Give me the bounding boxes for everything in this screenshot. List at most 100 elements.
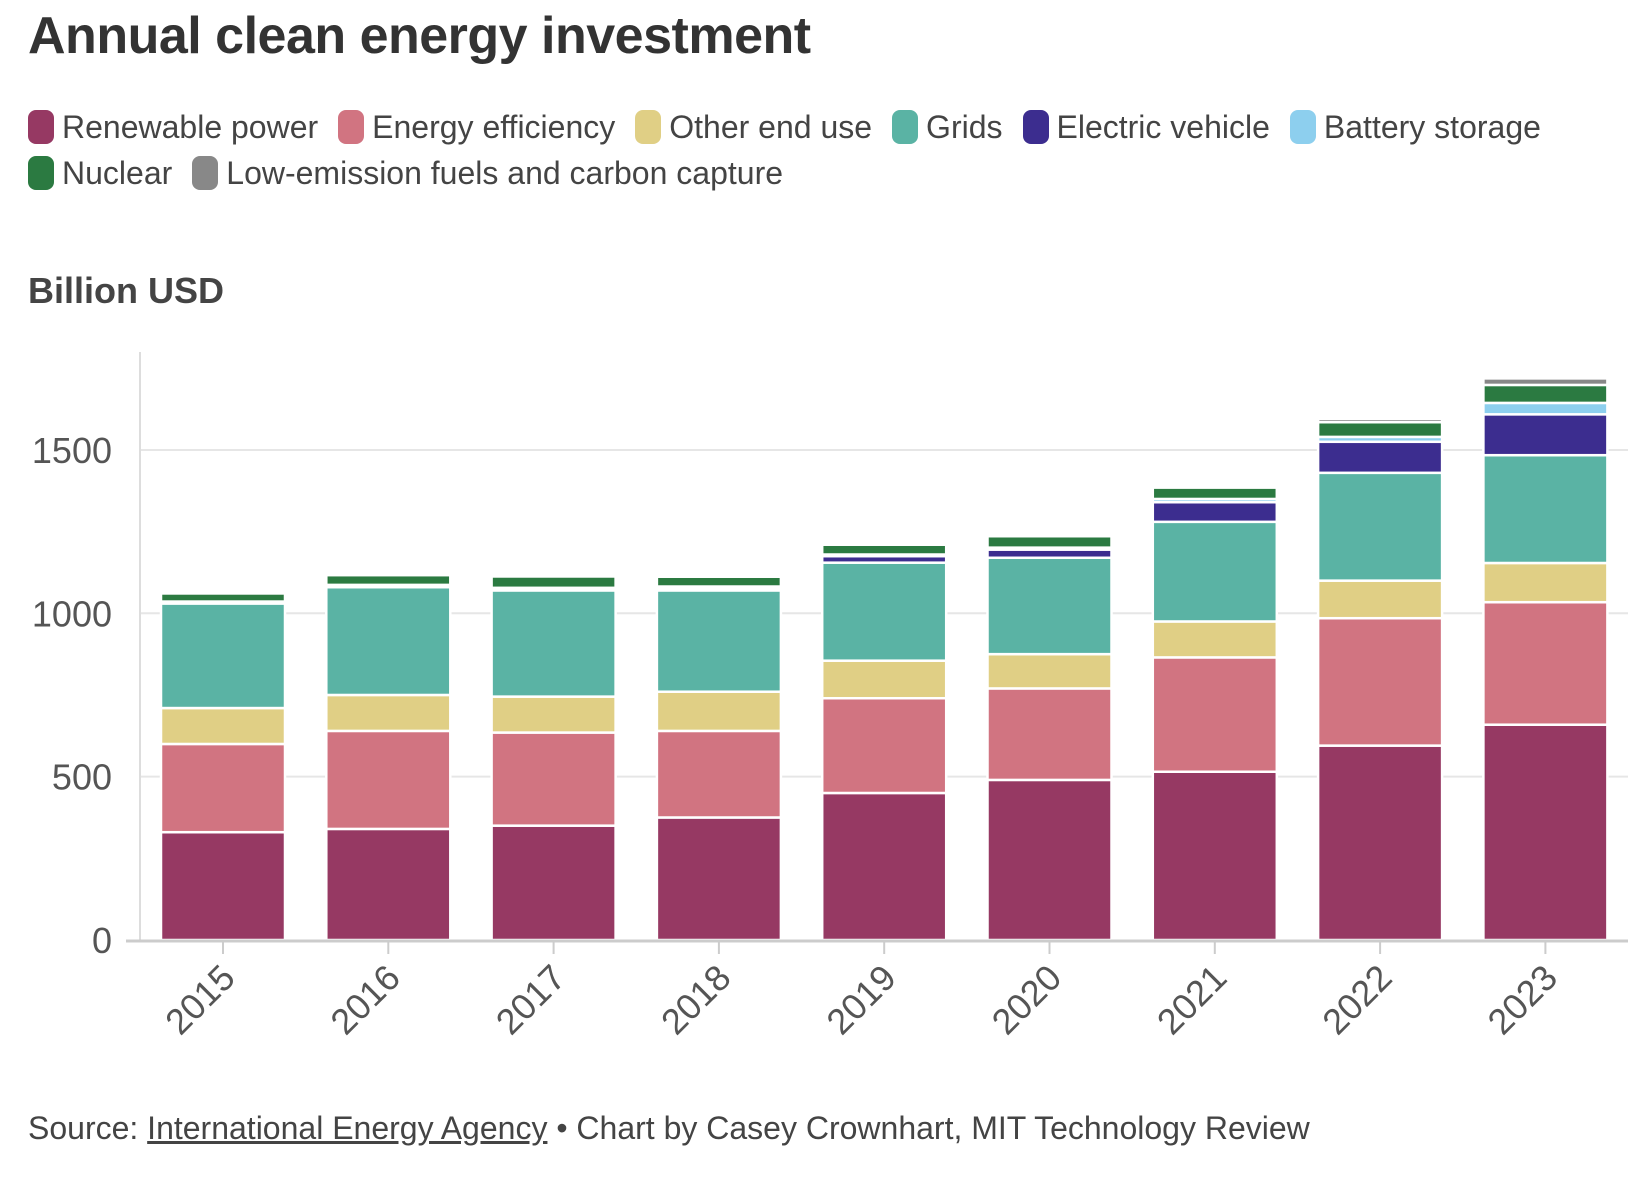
chart-title: Annual clean energy investment (28, 7, 811, 65)
bar-segment[interactable]: Grids 2015: 320 (159, 602, 287, 710)
bar-segment[interactable]: Energy efficiency 2015: 270 (159, 742, 287, 834)
legend-item-energy-efficiency[interactable]: Energy efficiency (338, 109, 615, 146)
bar-segment[interactable]: Low-emission fuels and carbon capture 20… (655, 573, 783, 578)
bar-segment[interactable]: Energy efficiency 2021: 350 (1151, 656, 1279, 773)
bar-segment[interactable]: Energy efficiency 2022: 390 (1316, 616, 1444, 747)
legend-item-other-end-use[interactable]: Other end use (635, 109, 872, 146)
bar-segment[interactable]: Grids 2019: 300 (820, 561, 948, 662)
bar-segment[interactable]: Energy efficiency 2023: 375 (1482, 600, 1609, 726)
bar-segment[interactable]: Low-emission fuels and carbon capture 20… (986, 533, 1113, 538)
legend-row-2: Nuclear Low-emission fuels and carbon ca… (28, 150, 1628, 196)
bar-segment[interactable]: Low-emission fuels and carbon capture 20… (325, 572, 452, 577)
bar-segment[interactable]: Other end use 2023: 120 (1482, 561, 1609, 604)
legend-item-nuclear[interactable]: Nuclear (28, 155, 172, 192)
bar-segment[interactable]: Nuclear 2022: 45 (1316, 420, 1444, 439)
legend-label: Electric vehicle (1056, 108, 1270, 145)
bar-segment[interactable]: Energy efficiency 2016: 300 (325, 729, 452, 831)
bar-segment[interactable]: Grids 2017: 325 (490, 589, 617, 698)
bar-segment[interactable]: Other end use 2020: 105 (986, 652, 1113, 690)
legend-item-battery-storage[interactable]: Battery storage (1289, 108, 1541, 146)
x-tick-label: 2017 (488, 957, 574, 1043)
bar-segment[interactable]: Nuclear 2016: 30 (325, 573, 452, 587)
source-prefix: Source: (28, 1110, 139, 1146)
bar-segment[interactable]: Grids 2022: 330 (1316, 471, 1444, 582)
bar-segment[interactable]: Renewable power 2017: 350 (490, 824, 617, 942)
legend-label: Battery storage (1323, 108, 1541, 145)
y-tick-label: 1000 (32, 593, 112, 634)
x-tick-label: 2018 (653, 957, 739, 1043)
legend-swatch (1022, 110, 1049, 144)
bar-segment[interactable]: Low-emission fuels and carbon capture 20… (1482, 377, 1609, 387)
bar-segment[interactable]: Renewable power 2023: 659 (1482, 723, 1609, 942)
legend-row-1: Renewable power Energy efficiency Other … (28, 104, 1628, 150)
bar-segment[interactable]: Other end use 2016: 110 (325, 693, 452, 733)
y-tick-label: 500 (52, 757, 112, 798)
bar-segment[interactable]: Other end use 2015: 110 (159, 706, 287, 746)
bar-segment[interactable]: Electric vehicle 2023: 125 (1482, 413, 1609, 457)
chart-legend: Renewable power Energy efficiency Other … (28, 104, 1628, 196)
x-tick-label: 2023 (1479, 957, 1565, 1043)
bar-segment[interactable]: Other end use 2021: 110 (1151, 620, 1279, 659)
bar-segment[interactable]: Low-emission fuels and carbon capture 20… (1316, 417, 1444, 424)
legend-swatch (338, 110, 365, 144)
bar-segment[interactable]: Nuclear 2019: 30 (820, 543, 948, 556)
legend-item-grids[interactable]: Grids (892, 108, 1003, 146)
bar-segment[interactable]: Other end use 2018: 120 (655, 690, 783, 733)
legend-swatch (1289, 110, 1316, 144)
bar-segment[interactable]: Renewable power 2018: 375 (655, 816, 783, 942)
legend-item-low-emission-fuels[interactable]: Low-emission fuels and carbon capture (192, 155, 783, 192)
bar-segment[interactable]: Low-emission fuels and carbon capture 20… (159, 590, 287, 595)
bar-segment[interactable]: Nuclear 2017: 35 (490, 575, 617, 590)
bar-segment[interactable]: Other end use 2017: 110 (490, 695, 617, 734)
legend-swatch (635, 110, 662, 144)
stacked-bar-chart: 050010001500Renewable power 2015: 330Ene… (32, 351, 1628, 1043)
bar-segment[interactable]: Electric vehicle 2022: 95 (1316, 440, 1444, 475)
bar-segment[interactable]: Renewable power 2016: 340 (325, 827, 452, 942)
legend-label: Other end use (669, 108, 873, 145)
legend-swatch (892, 110, 919, 144)
x-tick-label: 2020 (984, 957, 1070, 1043)
bar-segment[interactable]: Other end use 2022: 115 (1316, 579, 1444, 620)
bar-segment[interactable]: Energy efficiency 2020: 280 (986, 687, 1113, 782)
x-tick-label: 2019 (818, 957, 904, 1043)
legend-label: Grids (926, 108, 1003, 145)
bar-segment[interactable]: Nuclear 2021: 35 (1151, 486, 1279, 501)
bar-segment[interactable]: Grids 2016: 330 (325, 585, 452, 697)
bar-segment[interactable]: Energy efficiency 2017: 285 (490, 731, 617, 827)
y-axis-label: Billion USD (28, 270, 224, 311)
bar-segment[interactable]: Battery storage 2023: 35 (1482, 401, 1609, 416)
bar-segment[interactable]: Grids 2023: 330 (1482, 453, 1609, 565)
legend-swatch (28, 110, 54, 144)
x-tick-label: 2022 (1314, 957, 1400, 1043)
bar-segment[interactable]: Grids 2020: 295 (986, 556, 1113, 656)
bar-segment[interactable]: Renewable power 2021: 515 (1151, 770, 1279, 942)
y-tick-label: 0 (92, 920, 112, 961)
bar-segment[interactable]: Energy efficiency 2018: 265 (655, 729, 783, 819)
credit-text: • Chart by Casey Crownhart, MIT Technolo… (556, 1110, 1310, 1146)
legend-swatch (192, 156, 219, 190)
bar-segment[interactable]: Other end use 2019: 115 (820, 659, 948, 700)
x-tick-label: 2016 (322, 957, 408, 1043)
bar-segment[interactable]: Renewable power 2020: 490 (986, 778, 1113, 942)
bar-segment[interactable]: Nuclear 2023: 55 (1482, 383, 1609, 405)
bar-segment[interactable]: Grids 2021: 305 (1151, 520, 1279, 623)
bar-segment[interactable]: Electric vehicle 2021: 60 (1151, 500, 1279, 524)
bar-segment[interactable]: Energy efficiency 2019: 290 (820, 696, 948, 795)
bar-segment[interactable]: Renewable power 2015: 330 (159, 830, 287, 942)
bar-segment[interactable]: Nuclear 2018: 30 (655, 575, 783, 588)
legend-label: Energy efficiency (372, 108, 616, 145)
bar-segment[interactable]: Nuclear 2020: 35 (986, 534, 1113, 549)
legend-swatch (28, 156, 54, 190)
bar-segment[interactable]: Low-emission fuels and carbon capture 20… (490, 573, 617, 578)
legend-item-electric-vehicle[interactable]: Electric vehicle (1022, 108, 1270, 146)
bar-segment[interactable]: Low-emission fuels and carbon capture 20… (820, 541, 948, 546)
chart-footer: Source: International Energy Agency • Ch… (28, 1110, 1310, 1147)
bar-segment[interactable]: Low-emission fuels and carbon capture 20… (1151, 484, 1279, 489)
source-link[interactable]: International Energy Agency (147, 1110, 548, 1146)
bar-segment[interactable]: Grids 2018: 310 (655, 589, 783, 693)
legend-item-renewable-power[interactable]: Renewable power (28, 109, 318, 146)
bar-segment[interactable]: Renewable power 2019: 450 (820, 791, 948, 942)
x-tick-label: 2015 (157, 957, 243, 1043)
bar-segment[interactable]: Renewable power 2022: 595 (1316, 744, 1444, 942)
x-tick-label: 2021 (1149, 957, 1235, 1043)
